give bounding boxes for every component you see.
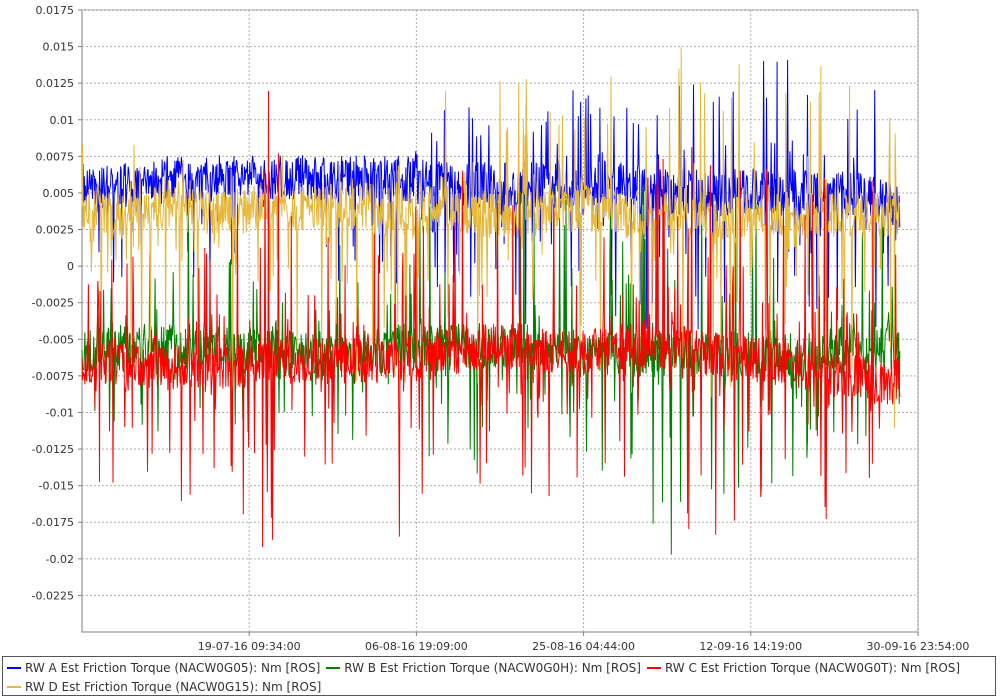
series-line-rw-c (81, 90, 901, 548)
legend: RW A Est Friction Torque (NACW0G05): Nm … (2, 656, 996, 696)
y-axis: 0.0175 0.015 0.0125 0.01 0.0075 0.005 0.0025 0 -… (32, 4, 82, 602)
legend-swatch-rw-c (646, 667, 661, 669)
y-tick-label: 0.0075 (36, 150, 75, 163)
series-layer (81, 47, 901, 555)
legend-label-rw-b: RW B Est Friction Torque (NACW0G0H): Nm … (344, 661, 641, 675)
legend-label-rw-a: RW A Est Friction Torque (NACW0G05): Nm … (25, 661, 321, 675)
x-tick-label: 19-07-16 09:34:00 (198, 640, 301, 653)
legend-item-rw-d[interactable]: RW D Est Friction Torque (NACW0G15): Nm … (7, 680, 321, 694)
legend-row-1: RW A Est Friction Torque (NACW0G05): Nm … (7, 659, 966, 677)
y-tick-label: 0.0125 (36, 77, 75, 90)
legend-row-2: RW D Est Friction Torque (NACW0G15): Nm … (7, 678, 327, 696)
y-tick-label: -0.01 (46, 406, 74, 419)
legend-swatch-rw-d (7, 686, 21, 688)
y-tick-label: -0.0075 (32, 370, 74, 383)
legend-label-rw-d: RW D Est Friction Torque (NACW0G15): Nm … (25, 680, 322, 694)
y-tick-label: 0.005 (43, 187, 75, 200)
y-tick-label: -0.0225 (32, 589, 74, 602)
y-tick-label: -0.015 (39, 480, 74, 493)
y-tick-label: -0.0025 (32, 297, 74, 310)
y-tick-label: 0.0175 (36, 4, 75, 17)
x-tick-label: 06-08-16 19:09:00 (365, 640, 468, 653)
time-series-chart[interactable]: 0.0175 0.015 0.0125 0.01 0.0075 0.005 0.0025 0 -… (0, 0, 1000, 656)
y-tick-label: 0.01 (50, 114, 75, 127)
y-tick-label: -0.0175 (32, 516, 74, 529)
legend-swatch-rw-a (7, 667, 21, 669)
legend-item-rw-a[interactable]: RW A Est Friction Torque (NACW0G05): Nm … (7, 661, 320, 675)
y-tick-label: -0.0125 (32, 443, 74, 456)
y-tick-label: -0.005 (39, 333, 74, 346)
legend-swatch-rw-b (326, 667, 341, 669)
y-tick-label: 0 (67, 260, 74, 273)
x-axis: 19-07-16 09:34:00 06-08-16 19:09:00 25-08-… (198, 632, 970, 653)
x-tick-label: 30-09-16 23:54:00 (867, 640, 970, 653)
x-tick-label: 12-09-16 14:19:00 (699, 640, 802, 653)
series-line-rw-d (81, 47, 901, 429)
x-tick-label: 25-08-16 04:44:00 (532, 640, 635, 653)
series-line-rw-a (81, 59, 901, 330)
legend-item-rw-b[interactable]: RW B Est Friction Torque (NACW0G0H): Nm … (326, 661, 641, 675)
y-tick-label: 0.0025 (36, 224, 75, 237)
y-tick-label: -0.02 (46, 553, 74, 566)
legend-label-rw-c: RW C Est Friction Torque (NACW0G0T): Nm … (664, 661, 961, 675)
legend-item-rw-c[interactable]: RW C Est Friction Torque (NACW0G0T): Nm … (646, 661, 961, 675)
y-tick-label: 0.015 (43, 41, 75, 54)
